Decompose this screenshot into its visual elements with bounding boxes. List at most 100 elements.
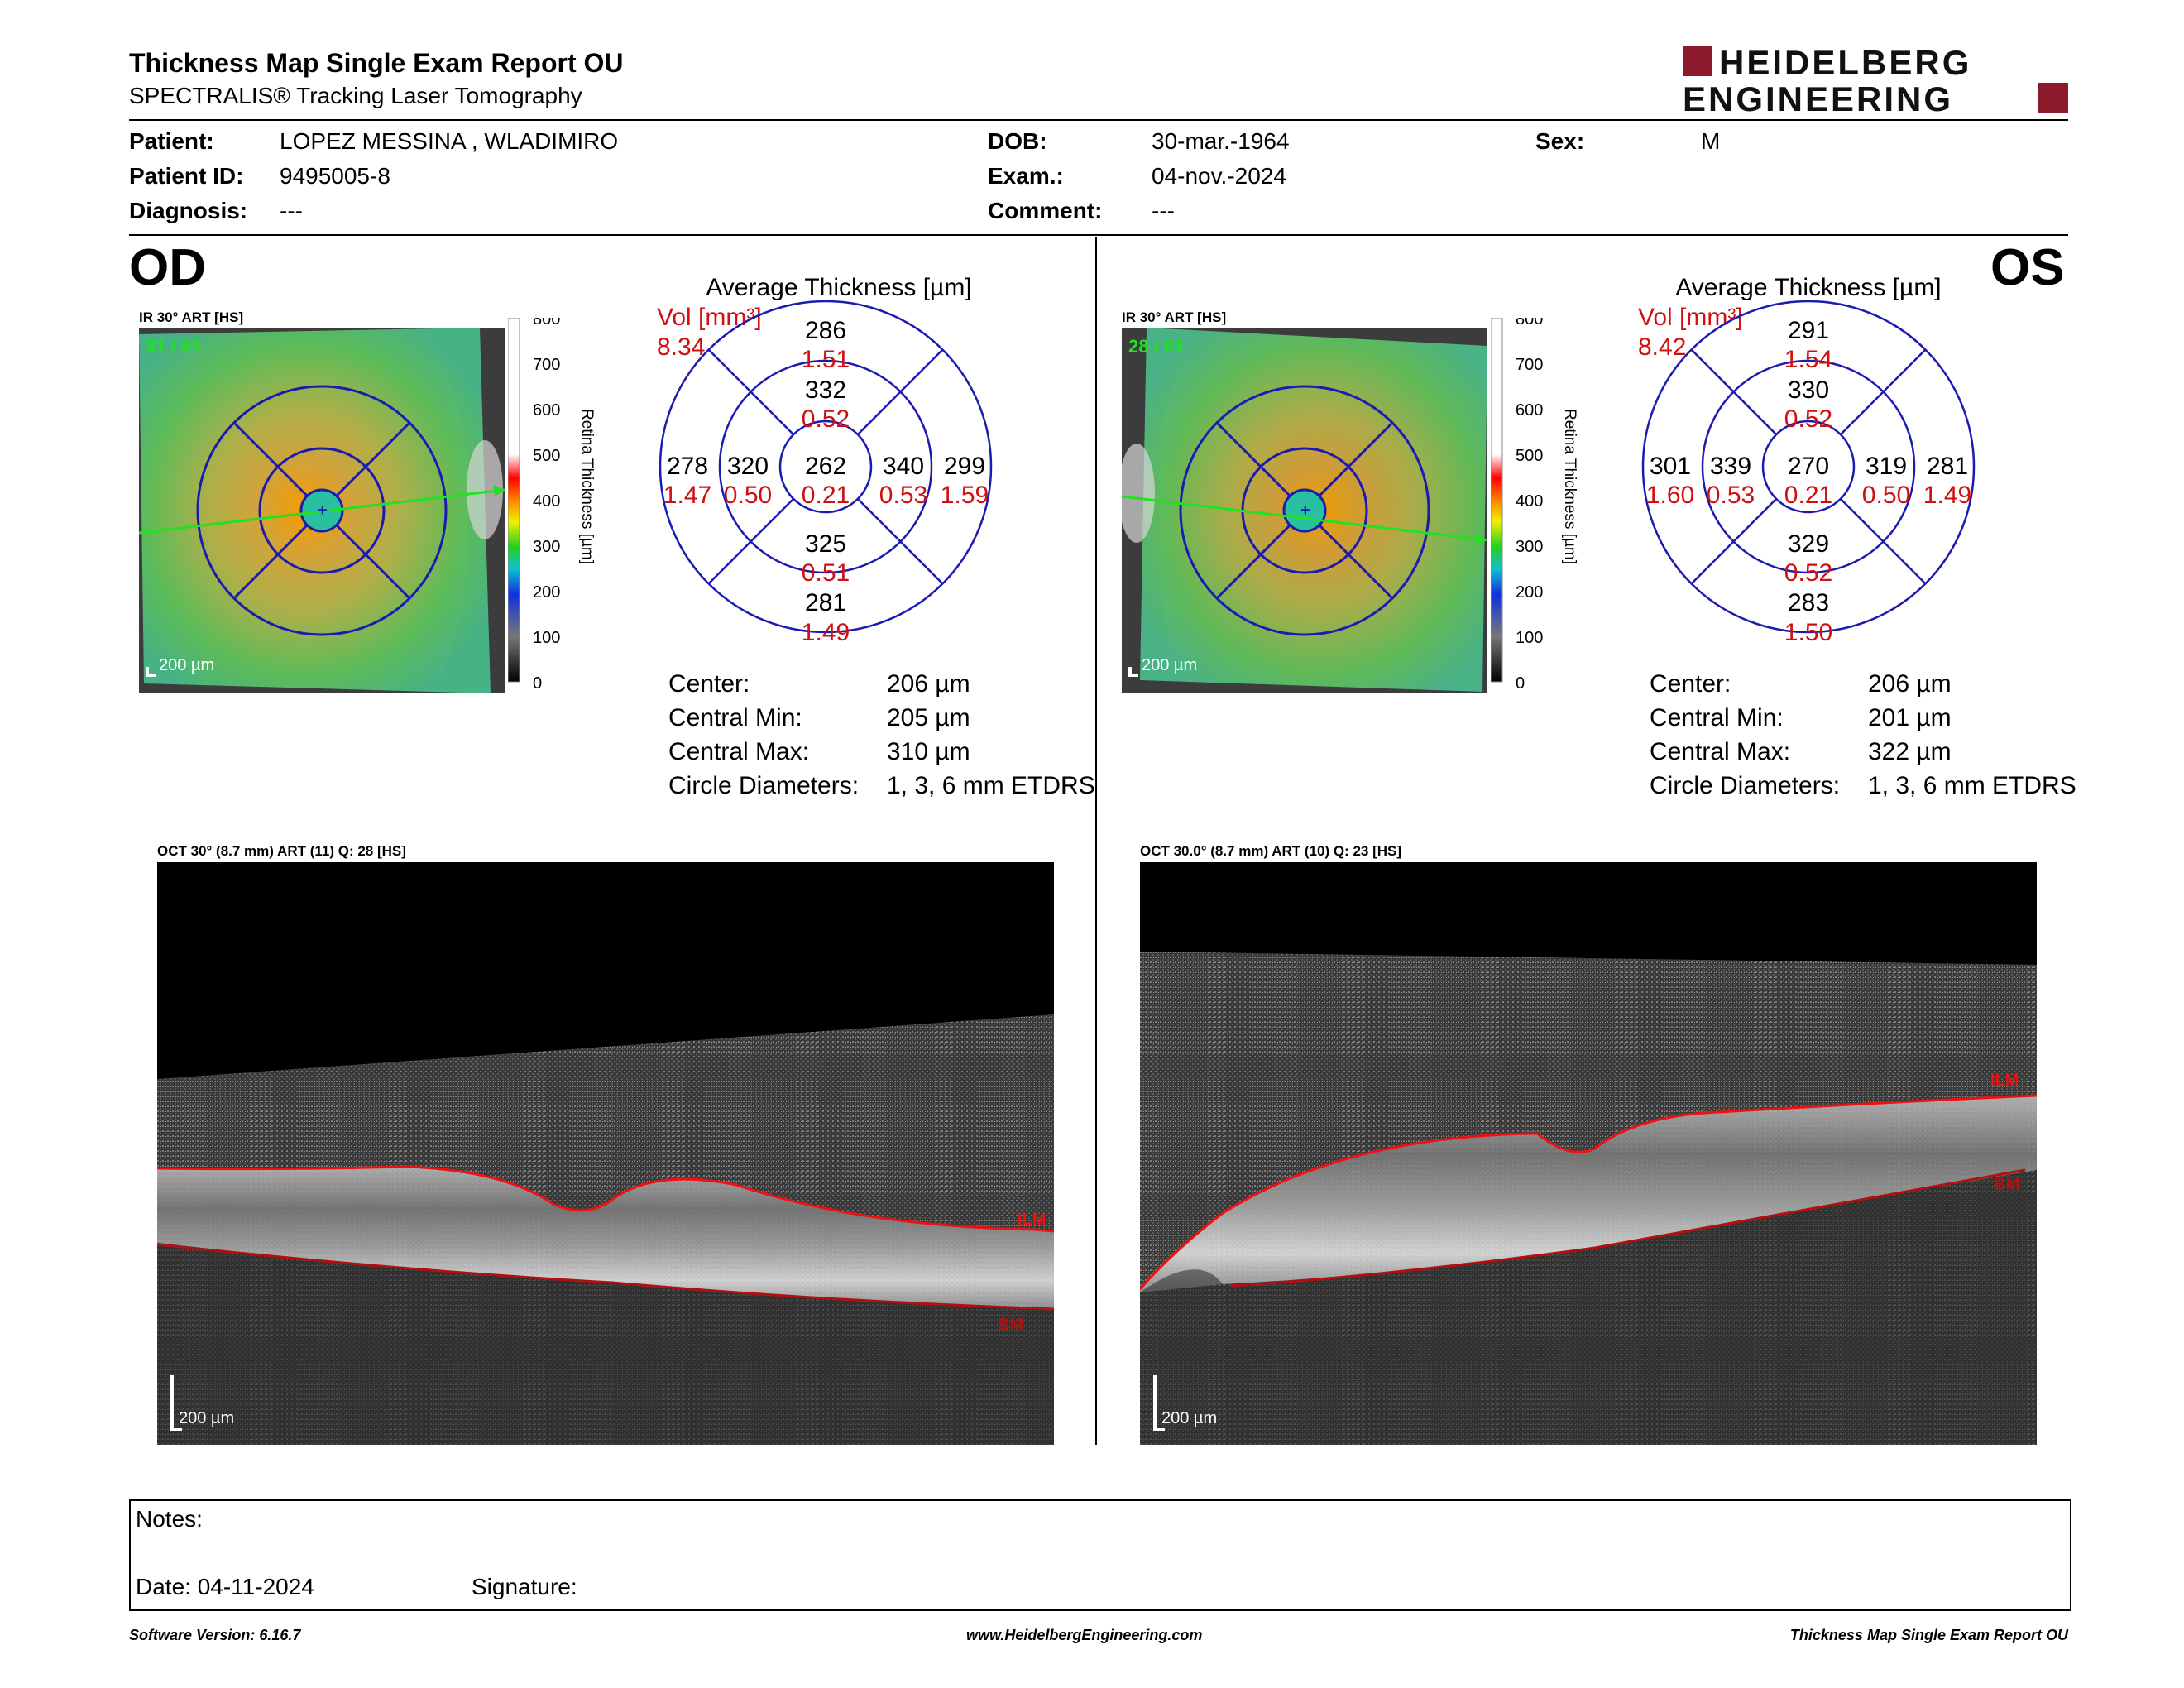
os-cb-tick: 800 [1516, 318, 1543, 328]
od-cmax-value: 310 µm [887, 738, 970, 765]
od-cb-tick: 0 [533, 674, 542, 690]
signature-label: Signature: [472, 1574, 577, 1599]
od-inner-left-t: 320 [727, 453, 769, 480]
os-cmax-value: 322 µm [1868, 738, 1952, 765]
od-cb-tick: 800 [533, 318, 560, 328]
od-center-label: Center: [668, 670, 750, 698]
diagnosis-label: Diagnosis: [129, 198, 248, 223]
os-outer-inf-v: 1.50 [1784, 619, 1832, 646]
os-thickness-map: + 28 / 61 200 µm [1118, 328, 1487, 693]
od-outer-right-v: 1.59 [941, 482, 989, 509]
logo-line1: HEIDELBERG [1719, 43, 1971, 82]
exam-date: 04-nov.-2024 [1152, 163, 1286, 189]
os-inner-left-v: 0.53 [1707, 482, 1755, 509]
os-bm-label: BM [1994, 1176, 2019, 1194]
os-inner-right-v: 0.50 [1862, 482, 1910, 509]
patient-id: 9495005-8 [280, 163, 390, 189]
os-cb-tick: 500 [1516, 447, 1543, 465]
website-link[interactable]: www.HeidelbergEngineering.com [966, 1627, 1203, 1643]
od-inner-left-v: 0.50 [724, 482, 772, 509]
heidelberg-logo: HEIDELBERG ENGINEERING [1683, 43, 2068, 118]
os-map-scale: 200 µm [1142, 656, 1197, 674]
notes-label: Notes: [136, 1506, 203, 1532]
os-cmin-label: Central Min: [1650, 704, 1784, 731]
od-inner-inf-t: 325 [805, 530, 846, 558]
od-outer-inf-v: 1.49 [802, 619, 850, 646]
od-avg-title: Average Thickness [µm] [706, 274, 971, 301]
od-oct-bscan: ILM BM 200 µm [156, 862, 1055, 1445]
od-cb-tick: 600 [533, 401, 560, 420]
footer-report-name: Thickness Map Single Exam Report OU [1789, 1627, 2068, 1643]
od-outer-sup-v: 1.51 [802, 346, 850, 373]
notes-box[interactable]: Notes: Date: 04-11-2024 Signature: [129, 1499, 2071, 1611]
os-avg-title: Average Thickness [µm] [1675, 274, 1941, 301]
od-cb-tick: 100 [533, 629, 560, 647]
comment: --- [1152, 198, 1175, 223]
os-oct-label: OCT 30.0° (8.7 mm) ART (10) Q: 23 [HS] [1140, 843, 1402, 859]
os-outer-right-t: 281 [1927, 453, 1968, 480]
od-vol-value: 8.34 [657, 333, 705, 361]
report-subtitle: SPECTRALIS® Tracking Laser Tomography [129, 83, 582, 108]
od-map-scale: 200 µm [159, 656, 214, 674]
dob: 30-mar.-1964 [1152, 128, 1290, 154]
os-cb-tick: 700 [1516, 356, 1543, 374]
os-oct-scale: 200 µm [1161, 1409, 1217, 1427]
od-cb-tick: 700 [533, 356, 560, 374]
od-cb-tick: 500 [533, 447, 560, 465]
os-inner-sup-v: 0.52 [1784, 405, 1832, 433]
od-inner-sup-v: 0.52 [802, 405, 850, 433]
od-outer-right-t: 299 [944, 453, 985, 480]
od-cb-tick: 200 [533, 583, 560, 602]
od-diam-label: Circle Diameters: [668, 772, 860, 799]
od-oct-scale: 200 µm [179, 1409, 234, 1427]
os-inner-inf-v: 0.52 [1784, 559, 1832, 587]
od-cmin-value: 205 µm [887, 704, 970, 731]
os-center-v: 0.21 [1784, 482, 1832, 509]
os-etdrs-grid: Average Thickness [µm] Vol [mm³] 8.42 29… [1638, 270, 2002, 659]
os-outer-left-t: 301 [1650, 453, 1691, 480]
eye-od: OD [129, 239, 206, 296]
os-cb-tick: 0 [1516, 674, 1525, 690]
od-outer-left-v: 1.47 [663, 482, 711, 509]
od-cb-tick: 400 [533, 492, 560, 511]
os-outer-sup-t: 291 [1788, 317, 1829, 344]
os-cb-tick: 300 [1516, 538, 1543, 556]
od-bm-label: BM [998, 1316, 1023, 1334]
os-vol-label: Vol [mm³] [1638, 304, 1743, 331]
patient-name: LOPEZ MESSINA , WLADIMIRO [280, 128, 619, 154]
os-inner-inf-t: 329 [1788, 530, 1829, 558]
report-title: Thickness Map Single Exam Report OU [129, 48, 624, 78]
os-inner-right-t: 319 [1866, 453, 1907, 480]
od-inner-inf-v: 0.51 [802, 559, 850, 587]
os-cb-tick: 400 [1516, 492, 1543, 511]
od-vol-label: Vol [mm³] [657, 304, 762, 331]
os-cmin-value: 201 µm [1868, 704, 1952, 731]
os-cb-tick: 200 [1516, 583, 1543, 602]
od-etdrs-grid: Average Thickness [µm] Vol [mm³] 8.34 28… [657, 270, 1021, 659]
os-cb-title: Retina Thickness [µm] [1561, 409, 1578, 564]
od-cb-title: Retina Thickness [µm] [578, 409, 596, 564]
os-ilm-label: ILM [1990, 1072, 2019, 1090]
os-outer-sup-v: 1.54 [1784, 346, 1832, 373]
svg-text:+: + [1300, 501, 1310, 520]
dob-label: DOB: [988, 128, 1047, 154]
os-outer-right-v: 1.49 [1923, 482, 1971, 509]
os-outer-left-v: 1.60 [1646, 482, 1694, 509]
od-cmax-label: Central Max: [668, 738, 810, 765]
logo-line2: ENGINEERING [1683, 79, 1953, 116]
od-frame-count: 31 / 61 [146, 336, 201, 357]
os-outer-inf-t: 283 [1788, 589, 1829, 616]
os-oct-bscan: ILM BM 200 µm [1138, 862, 2038, 1445]
os-cb-tick: 600 [1516, 401, 1543, 420]
sex-label: Sex: [1535, 128, 1585, 154]
od-inner-right-t: 340 [883, 453, 924, 480]
od-outer-left-t: 278 [667, 453, 708, 480]
od-center-t: 262 [805, 453, 846, 480]
od-diam-value: 1, 3, 6 mm ETDRS [887, 772, 1095, 799]
od-inner-sup-t: 332 [805, 376, 846, 404]
os-inner-sup-t: 330 [1788, 376, 1829, 404]
os-center-t: 270 [1788, 453, 1829, 480]
os-colorbar: 800 700 600 500 400 300 200 100 0 Retina… [1490, 310, 1615, 693]
sex: M [1701, 128, 1721, 154]
svg-text:+: + [318, 501, 328, 520]
